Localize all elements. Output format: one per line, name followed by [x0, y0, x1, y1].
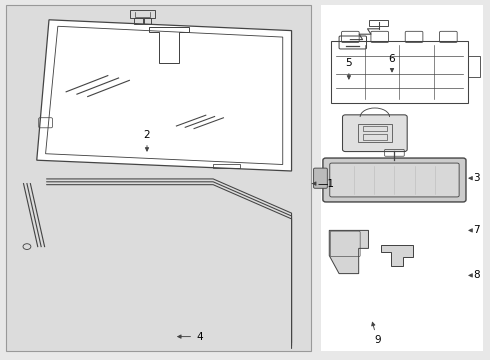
Polygon shape [381, 245, 413, 266]
FancyBboxPatch shape [323, 158, 466, 202]
Text: 4: 4 [178, 332, 203, 342]
Bar [468, 56, 480, 77]
FancyBboxPatch shape [343, 115, 407, 152]
FancyBboxPatch shape [314, 168, 327, 188]
Bar [144, 18, 151, 24]
Bar [358, 124, 392, 142]
Text: 8: 8 [469, 270, 480, 280]
Bar [369, 20, 388, 26]
Text: 6: 6 [389, 54, 395, 72]
Bar [130, 10, 155, 18]
Text: 7: 7 [469, 225, 480, 235]
Text: 2: 2 [144, 130, 150, 151]
Text: 9: 9 [372, 322, 381, 345]
Bar [321, 5, 483, 351]
Bar [213, 164, 240, 168]
Bar [331, 41, 468, 103]
Polygon shape [329, 230, 368, 274]
Bar [363, 126, 387, 131]
Bar [363, 134, 387, 140]
Text: 3: 3 [469, 173, 480, 183]
Bar [134, 18, 143, 24]
Text: —1: —1 [312, 179, 335, 189]
Text: 5: 5 [345, 58, 352, 79]
FancyBboxPatch shape [330, 163, 459, 197]
Polygon shape [37, 20, 292, 171]
Bar [6, 5, 311, 351]
